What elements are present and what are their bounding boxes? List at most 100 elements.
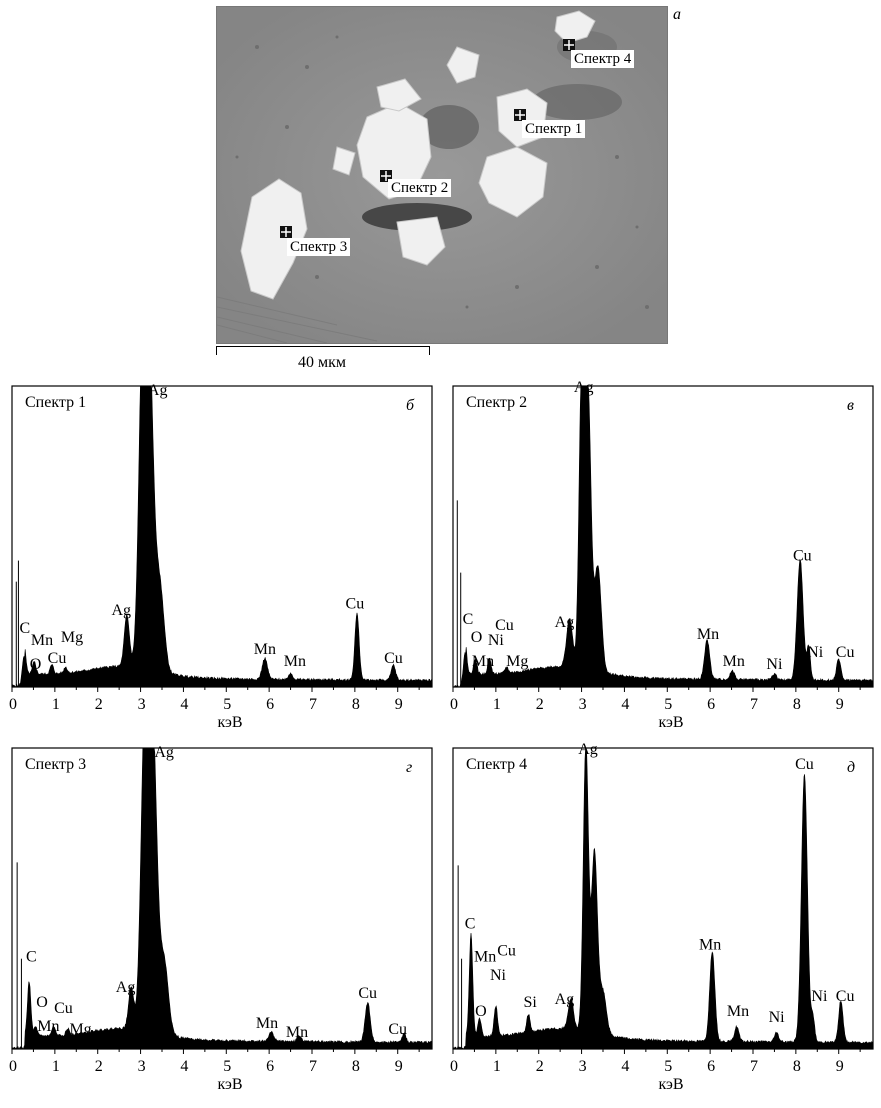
x-tick-label: 4: [180, 1058, 188, 1075]
peak-label: C: [20, 620, 31, 637]
x-tick-label: 9: [836, 696, 844, 713]
peak-label: Ni: [807, 644, 824, 661]
spectrum-area: [11, 747, 433, 1050]
peak-label: C: [26, 949, 37, 966]
x-axis-label: кэВ: [658, 1076, 683, 1093]
peak-label: Ag: [578, 741, 598, 758]
peak-label: Mn: [697, 626, 719, 643]
peak-label: Ag: [574, 379, 594, 396]
x-tick-label: 1: [52, 696, 60, 713]
x-tick-label: 6: [266, 696, 274, 713]
peak-label: Cu: [384, 650, 403, 667]
x-tick-label: 3: [579, 1058, 587, 1075]
x-axis-label: кэВ: [217, 714, 242, 731]
x-tick-label: 2: [95, 696, 103, 713]
peak-label: Cu: [346, 596, 365, 613]
peak-label: Ni: [488, 632, 505, 649]
peak-label: Ag: [555, 614, 575, 631]
peak-label: Mn: [31, 632, 53, 649]
plot-frame: [11, 747, 433, 1050]
x-tick-label: 2: [536, 696, 544, 713]
scale-bar: [216, 346, 430, 355]
x-tick-label: 1: [52, 1058, 60, 1075]
panel-letter: д: [847, 759, 855, 776]
x-tick-label: 9: [836, 1058, 844, 1075]
peak-label: Cu: [793, 548, 812, 565]
x-tick-label: 7: [309, 696, 317, 713]
peak-label: Mn: [256, 1015, 278, 1032]
x-tick-label: 6: [707, 1058, 715, 1075]
peak-label: Ag: [555, 991, 575, 1008]
x-tick-label: 5: [223, 696, 231, 713]
peak-label: Mn: [727, 1003, 749, 1020]
peak-label: Ni: [769, 1009, 786, 1026]
peak-label: Cu: [495, 617, 514, 634]
peak-label: Ag: [116, 979, 136, 996]
x-tick-label: 5: [664, 696, 672, 713]
peak-label: Ag: [148, 382, 168, 399]
peak-label: Ag: [154, 744, 174, 761]
scale-bar-label: 40 мкм: [297, 354, 347, 371]
x-tick-label: 8: [793, 1058, 801, 1075]
peak-label: O: [36, 994, 48, 1011]
peak-label: C: [463, 611, 474, 628]
panel-letter-a: а: [673, 6, 681, 23]
peak-label: C: [465, 916, 476, 933]
peak-label: O: [475, 1003, 487, 1020]
peak-label: Ag: [112, 602, 132, 619]
x-tick-label: 4: [180, 696, 188, 713]
peak-label: Cu: [836, 644, 855, 661]
peak-label: Mn: [472, 653, 494, 670]
x-tick-label: 4: [621, 1058, 629, 1075]
panel-letter: г: [406, 759, 412, 776]
x-tick-label: 9: [395, 696, 403, 713]
peak-label: Mn: [699, 937, 721, 954]
spot-label-3: Спектр 3: [287, 238, 351, 256]
x-tick-label: 0: [450, 1058, 458, 1075]
peak-label: Mg: [61, 629, 83, 646]
spectrum-area: [452, 385, 874, 688]
x-tick-label: 3: [138, 696, 146, 713]
peak-label: Cu: [48, 650, 67, 667]
x-tick-label: 5: [223, 1058, 231, 1075]
peak-label: Mn: [723, 653, 745, 670]
peak-label: O: [471, 629, 483, 646]
x-tick-label: 0: [9, 696, 17, 713]
spectrum-area: [11, 385, 433, 688]
x-tick-label: 8: [352, 1058, 360, 1075]
peak-label: Ni: [490, 967, 507, 984]
spot-label-4: Спектр 4: [571, 50, 635, 68]
peak-label: Mn: [37, 1018, 59, 1035]
panel-letter: б: [406, 397, 415, 414]
x-tick-label: 3: [138, 1058, 146, 1075]
panel-letter: в: [847, 397, 854, 414]
peak-label: Ni: [766, 656, 783, 673]
sem-micrograph: Спектр 4 Спектр 1 Спектр 2 Спектр 3: [216, 6, 668, 344]
x-tick-label: 1: [493, 696, 501, 713]
spectrum-area: [452, 747, 874, 1050]
peak-label: Mn: [254, 641, 276, 658]
peak-label: Cu: [388, 1021, 407, 1038]
peak-label: O: [30, 656, 42, 673]
x-tick-label: 7: [750, 696, 758, 713]
spectrum-title: Спектр 4: [466, 756, 527, 773]
spot-markers: [280, 39, 575, 238]
x-axis-label: кэВ: [217, 1076, 242, 1093]
peak-label: Cu: [358, 985, 377, 1002]
x-axis-label: кэВ: [658, 714, 683, 731]
x-tick-label: 9: [395, 1058, 403, 1075]
peak-label: Si: [523, 994, 537, 1011]
x-tick-label: 8: [352, 696, 360, 713]
spot-label-1: Спектр 1: [522, 120, 586, 138]
x-tick-label: 3: [579, 696, 587, 713]
x-tick-label: 6: [266, 1058, 274, 1075]
peak-label: Cu: [795, 756, 814, 773]
x-tick-label: 1: [493, 1058, 501, 1075]
spectrum-title: Спектр 2: [466, 394, 527, 411]
x-tick-label: 7: [309, 1058, 317, 1075]
plot-frame: [452, 385, 874, 688]
peak-label: Mn: [474, 949, 496, 966]
peak-label: Cu: [54, 1000, 73, 1017]
